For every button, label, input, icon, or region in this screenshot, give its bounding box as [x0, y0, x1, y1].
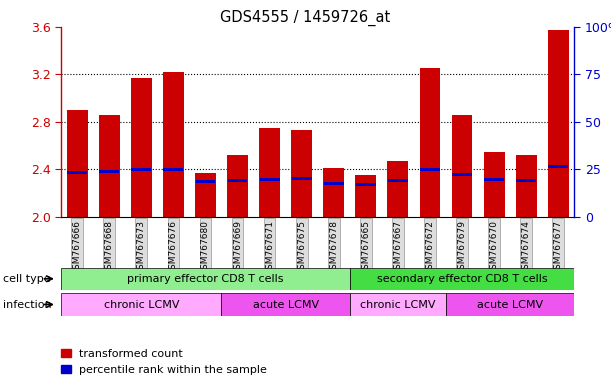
Bar [452, 173, 472, 176]
Text: chronic LCMV: chronic LCMV [360, 300, 436, 310]
Bar [446, 293, 574, 316]
Bar [67, 171, 87, 174]
Bar [61, 268, 349, 290]
Bar [291, 130, 312, 217]
Text: acute LCMV: acute LCMV [477, 300, 543, 310]
Bar [516, 155, 536, 217]
Bar [516, 179, 536, 182]
Bar [484, 152, 505, 217]
Bar [164, 168, 183, 171]
Bar [131, 78, 152, 217]
Bar [324, 182, 343, 185]
Legend: transformed count, percentile rank within the sample: transformed count, percentile rank withi… [60, 349, 267, 375]
Bar [221, 293, 349, 316]
Bar [356, 175, 376, 217]
Bar [292, 177, 312, 180]
Bar [420, 168, 440, 171]
Text: secondary effector CD8 T cells: secondary effector CD8 T cells [377, 274, 547, 284]
Bar [420, 68, 441, 217]
Bar [387, 161, 408, 217]
Bar [485, 178, 504, 181]
Text: primary effector CD8 T cells: primary effector CD8 T cells [127, 274, 284, 284]
Bar [227, 155, 248, 217]
Bar [259, 128, 280, 217]
Bar [61, 293, 221, 316]
Text: GDS4555 / 1459726_at: GDS4555 / 1459726_at [221, 10, 390, 26]
Bar [99, 115, 120, 217]
Bar [349, 293, 446, 316]
Text: infection: infection [3, 300, 52, 310]
Bar [195, 173, 216, 217]
Bar [260, 178, 279, 181]
Text: cell type: cell type [3, 274, 51, 284]
Bar [196, 180, 215, 184]
Text: acute LCMV: acute LCMV [252, 300, 319, 310]
Text: chronic LCMV: chronic LCMV [103, 300, 179, 310]
Bar [388, 179, 408, 182]
Bar [323, 168, 344, 217]
Bar [549, 165, 568, 168]
Bar [349, 268, 574, 290]
Bar [356, 183, 376, 186]
Bar [67, 110, 87, 217]
Bar [163, 72, 184, 217]
Bar [452, 115, 472, 217]
Bar [548, 30, 569, 217]
Bar [131, 168, 151, 171]
Bar [100, 170, 119, 173]
Bar [228, 179, 247, 182]
